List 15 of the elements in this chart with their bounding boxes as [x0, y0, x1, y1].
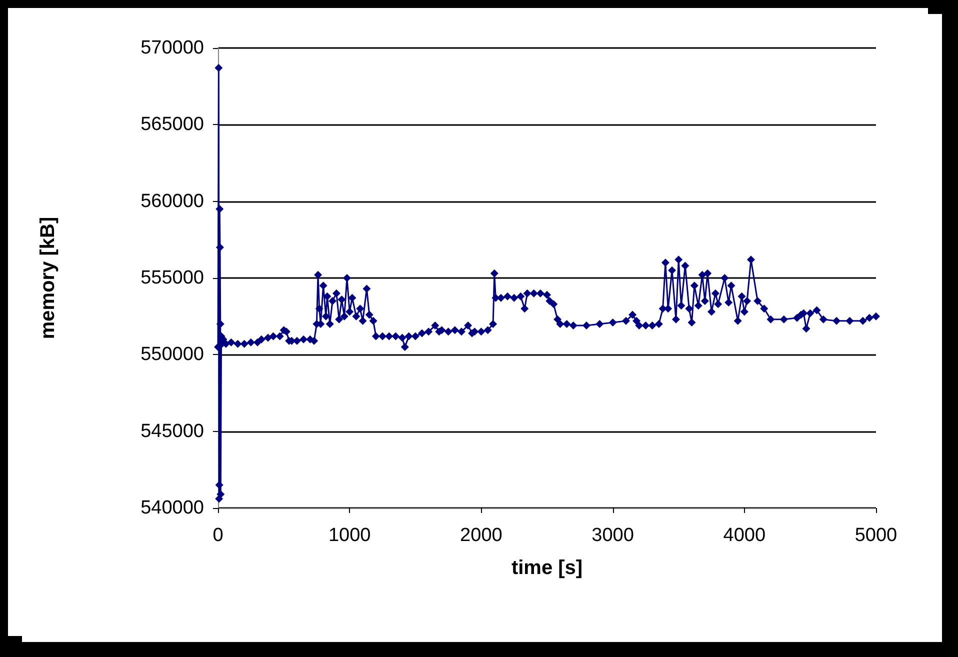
x-axis-title: time [s] — [511, 557, 583, 579]
y-tick-label: 550000 — [140, 344, 204, 366]
x-tick-label: 5000 — [854, 525, 898, 546]
y-tick-label: 545000 — [140, 420, 204, 442]
y-tick-label: 560000 — [140, 190, 204, 212]
x-tick-label: 2000 — [460, 525, 502, 546]
y-tick-label: 555000 — [140, 268, 204, 288]
x-tick-label: 4000 — [723, 525, 766, 546]
x-tick-label: 3000 — [592, 525, 634, 546]
y-tick-label: 570000 — [140, 38, 204, 58]
x-tick-label: 1000 — [328, 525, 371, 546]
y-tick-label: 565000 — [140, 114, 204, 136]
y-axis-title: memory [kB] — [37, 216, 59, 340]
y-tick-label: 540000 — [140, 498, 204, 518]
x-tick-label: 0 — [212, 525, 224, 546]
